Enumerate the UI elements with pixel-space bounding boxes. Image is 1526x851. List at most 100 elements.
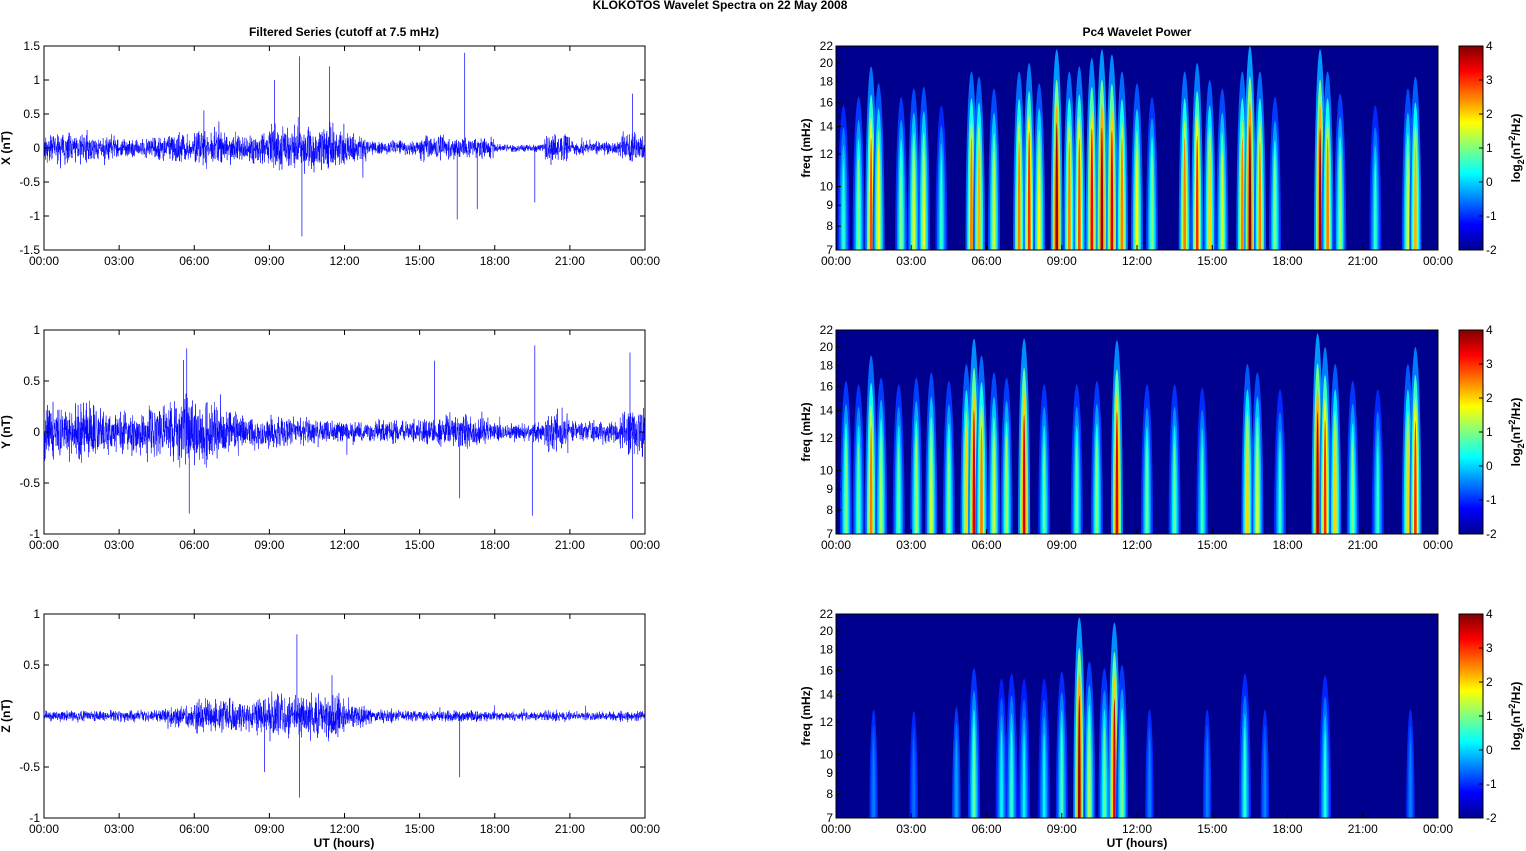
ytick-label: 20 (820, 624, 834, 638)
left-column-title: Filtered Series (cutoff at 7.5 mHz) (249, 25, 439, 39)
burst-contour (1022, 414, 1026, 534)
xtick-label: 09:00 (254, 538, 284, 552)
burst-contour (914, 434, 918, 534)
burst-contour (1145, 439, 1149, 534)
colorbar-tick-label: 0 (1486, 459, 1493, 473)
ytick-label: 7 (826, 527, 833, 541)
ytick-label: -0.5 (19, 175, 40, 189)
wavelet-burst (875, 377, 888, 534)
wavelet-burst (1260, 709, 1270, 818)
burst-contour (1173, 442, 1176, 534)
wavelet-burst (1083, 661, 1096, 818)
ytick-label: 0.5 (23, 107, 40, 121)
colorbar-tick-label: 2 (1486, 675, 1493, 689)
wavelet-burst (1018, 338, 1031, 534)
wavelet-burst (1269, 97, 1281, 250)
burst-contour (1088, 718, 1091, 818)
xtick-label: 15:00 (405, 822, 435, 836)
ytick-label: 0 (33, 709, 40, 723)
wavelet-burst (1168, 384, 1181, 534)
burst-contour (1323, 730, 1327, 818)
burst-contour (1135, 148, 1139, 250)
burst-contour (1110, 130, 1114, 250)
wavelet-burst (852, 384, 865, 534)
burst-contour (1208, 142, 1212, 250)
xtick-label: 09:00 (1047, 538, 1077, 552)
burst-contour (1258, 141, 1262, 250)
wavelet-burst (1409, 347, 1422, 534)
burst-contour (1323, 419, 1327, 534)
wavelet-burst (1196, 387, 1209, 534)
burst-contour (1326, 136, 1329, 250)
ytick-label: 7 (826, 243, 833, 257)
ylabel: X (nT) (0, 131, 13, 165)
burst-contour (1273, 153, 1277, 250)
colorbar-tick-label: 1 (1486, 425, 1493, 439)
burst-contour (1100, 127, 1104, 250)
xtick-label: 03:00 (896, 822, 926, 836)
colorbar-tick-label: 0 (1486, 743, 1493, 757)
burst-contour (1318, 128, 1322, 250)
burst-contour (922, 151, 926, 250)
ytick-label: 10 (820, 179, 834, 193)
wavelet-burst (995, 678, 1008, 818)
colorbar-tick-label: 4 (1486, 607, 1493, 621)
xtick-label: 06:00 (971, 822, 1001, 836)
burst-contour (1022, 732, 1026, 818)
ytick-label: 1 (33, 73, 40, 87)
figure-title: KLOKOTOS Wavelet Spectra on 22 May 2008 (593, 0, 848, 12)
burst-contour (972, 410, 976, 534)
burst-contour (980, 425, 983, 534)
burst-contour (869, 425, 873, 534)
burst-contour (1000, 729, 1003, 818)
burst-contour (1120, 721, 1124, 818)
xtick-label: 06:00 (179, 538, 209, 552)
wavelet-burst (1073, 617, 1086, 818)
burst-contour (992, 435, 996, 534)
wavelet-burst (1063, 71, 1076, 250)
burst-contour (1148, 737, 1151, 818)
burst-contour (1042, 733, 1046, 818)
ytick-label: 10 (820, 463, 834, 477)
ytick-label: -1 (29, 527, 40, 541)
ytick-label: 18 (820, 643, 834, 657)
burst-contour (1010, 729, 1013, 818)
ytick-label: 9 (826, 482, 833, 496)
ytick-label: 18 (820, 359, 834, 373)
wavelet-burst (1241, 364, 1254, 534)
wavelet-burst (925, 372, 938, 534)
xtick-label: 06:00 (971, 538, 1001, 552)
ytick-label: -1 (29, 209, 40, 223)
wavelet-burst (1033, 83, 1046, 250)
ytick-label: 8 (826, 787, 833, 801)
wavelet-burst (1073, 66, 1086, 250)
xtick-label: 00:00 (1423, 254, 1453, 268)
xtick-label: 00:00 (821, 254, 851, 268)
xtick-label: 18:00 (480, 822, 510, 836)
wavelet-burst (1018, 678, 1031, 818)
wavelet-burst (865, 355, 878, 534)
burst-contour (1241, 136, 1244, 250)
colorbar-tick-label: 3 (1486, 357, 1493, 371)
ytick-label: 16 (820, 380, 834, 394)
xtick-label: 00:00 (1423, 538, 1453, 552)
xtick-label: 15:00 (1197, 254, 1227, 268)
ytick-label: 12 (820, 715, 834, 729)
ytick-label: 22 (820, 39, 834, 53)
colorbar-label: log2(nT2/Hz) (1507, 682, 1526, 751)
burst-contour (1017, 141, 1021, 250)
ytick-label: 0 (33, 425, 40, 439)
ytick-label: 14 (820, 404, 834, 418)
series-panel-X: 1.5 1 0.5 0 -0.5 -1 -1.5 X (nT) 00:00 03:00 06:00 0… (0, 39, 660, 268)
xtick-label: 15:00 (1197, 822, 1227, 836)
xtick-label: 03:00 (104, 822, 134, 836)
burst-contour (940, 158, 943, 250)
right-column-title: Pc4 Wavelet Power (1083, 25, 1192, 39)
burst-contour (869, 137, 873, 250)
xtick-label: 15:00 (1197, 538, 1227, 552)
burst-contour (1195, 135, 1199, 250)
xtick-label: 09:00 (254, 822, 284, 836)
colorbar-tick-label: 4 (1486, 323, 1493, 337)
